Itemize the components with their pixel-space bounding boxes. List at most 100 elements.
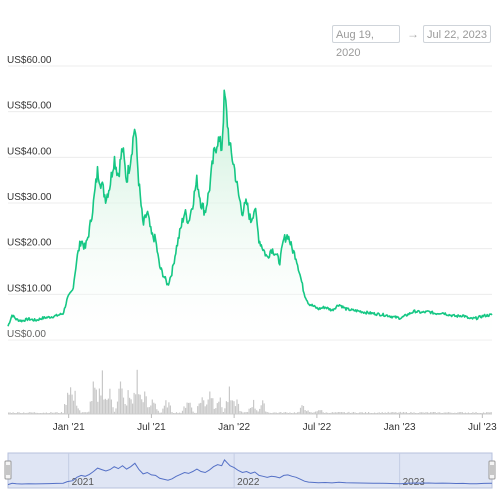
volume-bar	[219, 397, 221, 414]
volume-bar	[64, 404, 66, 414]
volume-bar	[160, 412, 162, 414]
volume-bar	[423, 412, 426, 414]
navigator-window[interactable]	[7, 452, 493, 489]
volume-bar	[121, 388, 123, 414]
volume-bar	[9, 412, 11, 414]
navigator-handle-left[interactable]	[4, 460, 12, 480]
volume-bar	[207, 399, 209, 414]
volume-bar	[201, 397, 203, 414]
volume-bar	[327, 412, 329, 414]
volume-bar	[26, 412, 28, 414]
price-line	[7, 89, 493, 327]
volume-bar	[352, 412, 354, 414]
volume-bar	[89, 401, 91, 414]
volume-bar	[257, 411, 259, 414]
volume-bar	[51, 412, 54, 414]
volume-bar	[292, 412, 294, 414]
y-axis: US$60.00 US$50.00 US$40.00 US$30.00 US$20.00…	[7, 55, 52, 340]
volume-bar	[212, 398, 214, 414]
volume-bar	[427, 412, 429, 414]
volume-bar	[239, 411, 241, 414]
volume-bar	[437, 412, 439, 414]
volume-bar	[322, 412, 324, 414]
volume-bar	[304, 410, 306, 414]
volume-bar	[222, 412, 224, 414]
volume-bar	[67, 392, 69, 414]
volume-bar	[250, 408, 252, 414]
volume-bar	[107, 398, 109, 414]
volume-bar	[377, 412, 379, 414]
volume-bar	[129, 397, 131, 414]
volume-bar	[53, 412, 55, 414]
volume-bar	[387, 411, 389, 414]
y-tick-label: US$30.00	[7, 192, 52, 203]
volume-bar	[8, 412, 10, 414]
volume-bar	[56, 412, 58, 414]
volume-bar	[262, 400, 264, 414]
volume-bar	[122, 397, 125, 414]
volume-bar	[330, 412, 332, 414]
volume-bar	[210, 398, 212, 414]
volume-bar	[60, 412, 63, 414]
volume-bar	[12, 412, 14, 414]
volume-bar	[284, 412, 286, 414]
volume-bar	[181, 410, 184, 414]
volume-bar	[186, 402, 188, 414]
range-navigator[interactable]: 2021 2022 2023	[4, 452, 496, 489]
volume-bar	[83, 412, 85, 414]
volume-bar	[275, 412, 277, 414]
volume-bar	[310, 412, 312, 414]
volume-bar	[461, 412, 463, 414]
volume-bar	[457, 412, 459, 414]
volume-bar	[256, 410, 258, 414]
volume-bar	[225, 401, 227, 414]
navigator-label: 2021	[72, 477, 95, 488]
volume-bar	[45, 412, 47, 414]
volume-bar	[227, 402, 229, 414]
volume-bar	[428, 412, 430, 414]
volume-bar	[171, 412, 173, 414]
volume-bar	[254, 408, 256, 414]
volume-bar	[318, 410, 320, 414]
volume-bar	[106, 399, 108, 414]
volume-bar	[42, 412, 44, 414]
volume-bar	[135, 394, 137, 414]
volume-bar	[168, 402, 170, 414]
volume-bar	[475, 412, 477, 414]
navigator-handle-right[interactable]	[488, 460, 496, 480]
volume-bar	[85, 412, 87, 414]
volume-bar	[486, 412, 488, 414]
volume-bar	[472, 412, 474, 414]
volume-bar	[266, 412, 268, 414]
volume-bar	[113, 411, 116, 414]
volume-bar	[194, 412, 196, 414]
arrow-right-icon: →	[407, 27, 419, 41]
date-from-input[interactable]: Aug 19, 2020	[332, 25, 400, 59]
volume-bar	[342, 412, 344, 414]
volume-bar	[91, 401, 93, 414]
volume-bar	[17, 412, 19, 414]
volume-bar	[316, 411, 318, 414]
volume-bar	[230, 400, 232, 414]
volume-bar	[82, 412, 84, 414]
volume-bar	[116, 401, 119, 414]
volume-bar	[237, 403, 240, 414]
volume-bar	[244, 412, 246, 414]
volume-bar	[354, 412, 356, 414]
volume-bar	[23, 412, 25, 414]
volume-bar	[74, 390, 76, 414]
date-to-input[interactable]: Jul 22, 2023	[423, 25, 491, 43]
volume-bar	[443, 412, 445, 414]
volume-bar	[118, 388, 120, 414]
volume-bar	[30, 412, 32, 414]
volume-bar	[293, 412, 296, 414]
y-tick-label: US$50.00	[7, 101, 52, 112]
volume-bar	[315, 411, 317, 414]
volume-bar	[422, 412, 424, 414]
volume-bar	[32, 412, 34, 414]
volume-bar	[360, 412, 362, 414]
volume-bar	[434, 412, 436, 414]
volume-bar	[260, 405, 262, 414]
volume-bar	[77, 408, 79, 414]
volume-bar	[209, 391, 211, 414]
